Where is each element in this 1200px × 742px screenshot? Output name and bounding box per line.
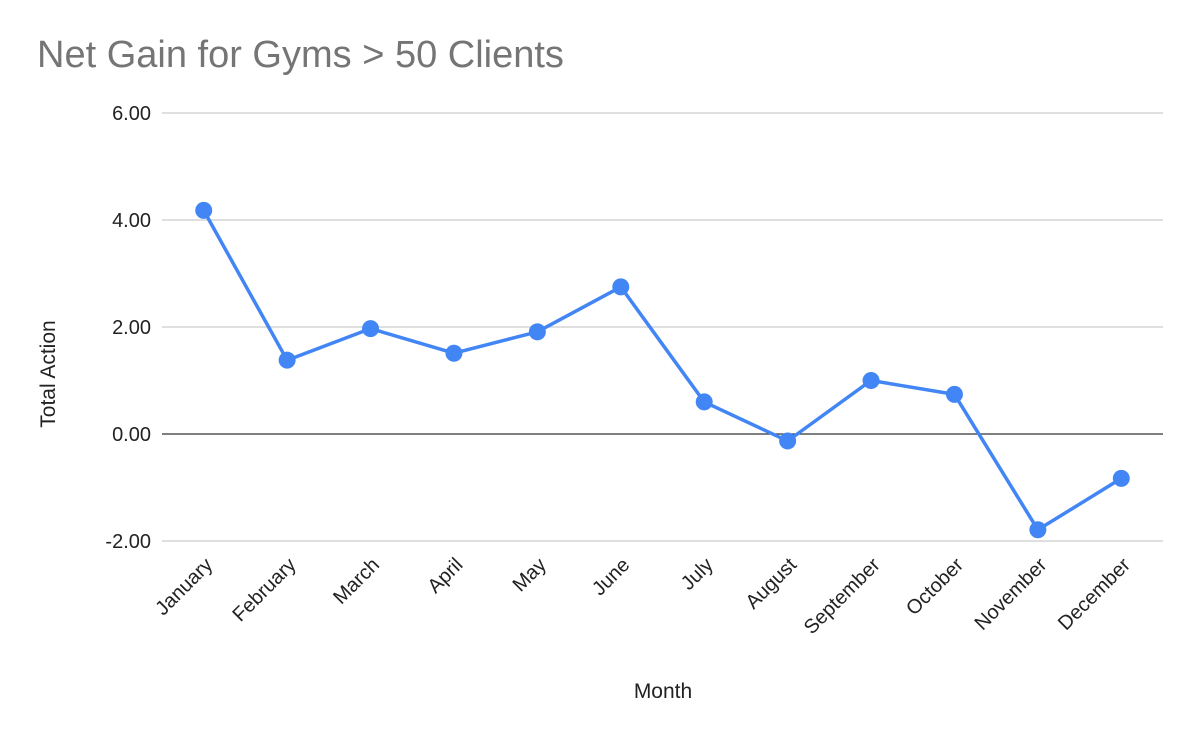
- x-tick-label: December: [1054, 554, 1135, 635]
- x-tick-label: September: [800, 554, 885, 639]
- x-tick-label: April: [424, 554, 468, 598]
- x-tick-label: October: [902, 554, 968, 620]
- x-tick-label: June: [588, 554, 634, 600]
- y-axis-ticks: 6.00 4.00 2.00 0.00 -2.00: [105, 103, 151, 553]
- x-tick-label: March: [329, 554, 384, 609]
- data-point-january[interactable]: [195, 201, 213, 219]
- data-point-february[interactable]: [278, 351, 296, 369]
- data-point-june[interactable]: [612, 278, 630, 296]
- data-point-march[interactable]: [362, 320, 380, 338]
- data-point-october[interactable]: [945, 385, 963, 403]
- x-tick-label: January: [151, 554, 217, 620]
- x-axis-title: Month: [634, 680, 692, 703]
- data-point-april[interactable]: [445, 344, 463, 362]
- series-layer: [195, 201, 1130, 539]
- y-tick-label: 0.00: [112, 424, 151, 446]
- y-tick-label: 6.00: [112, 103, 151, 125]
- data-point-september[interactable]: [862, 372, 880, 389]
- x-tick-label: August: [742, 554, 802, 614]
- y-tick-label: -2.00: [105, 531, 151, 553]
- chart-title: Net Gain for Gyms > 50 Clients: [37, 34, 564, 76]
- data-point-july[interactable]: [695, 393, 713, 411]
- x-tick-label: November: [971, 554, 1052, 635]
- y-tick-label: 4.00: [112, 210, 151, 232]
- data-point-december[interactable]: [1112, 469, 1130, 487]
- gridlines: [162, 112, 1163, 542]
- data-point-november[interactable]: [1029, 521, 1047, 539]
- y-tick-label: 2.00: [112, 317, 151, 339]
- x-tick-label: July: [677, 554, 718, 595]
- y-axis-title: Total Action: [37, 320, 60, 427]
- series-line: [201, 208, 1124, 532]
- data-point-may[interactable]: [528, 323, 546, 341]
- x-tick-label: February: [229, 554, 301, 626]
- x-axis-ticks: January February March April May June July Augu…: [151, 554, 1135, 639]
- x-tick-label: May: [509, 554, 551, 596]
- data-point-august[interactable]: [779, 432, 797, 450]
